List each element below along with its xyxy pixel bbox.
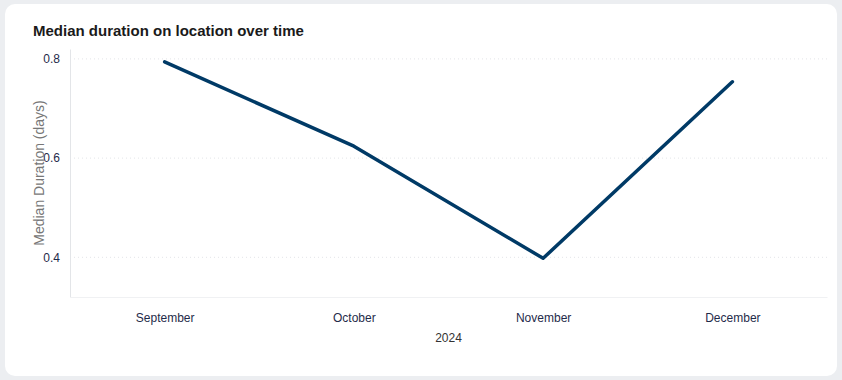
x-tick: December	[705, 297, 760, 325]
x-tick-label: September	[136, 311, 195, 325]
y-tick: 0.6	[43, 151, 70, 165]
y-tick: 0.4	[43, 251, 70, 265]
y-tick: 0.8	[43, 52, 70, 66]
chart-svg: 0.4 0.6 0.8 September October November Decembe…	[0, 0, 842, 380]
y-tick-label: 0.4	[43, 251, 60, 265]
grid-line	[70, 58, 827, 59]
x-tick: September	[136, 297, 195, 325]
x-tick-label: November	[516, 311, 571, 325]
x-tick-label: October	[333, 311, 376, 325]
y-axis: 0.4 0.6 0.8	[43, 50, 70, 298]
marks	[165, 62, 733, 258]
grid-line	[70, 257, 827, 258]
x-tick-label: December	[705, 311, 760, 325]
x-axis-line	[71, 297, 828, 298]
chart-title: Median duration on location over time	[33, 22, 304, 39]
card-background	[5, 4, 837, 376]
plot-area: 0.4 0.6 0.8 September October November Decembe…	[43, 50, 827, 325]
x-tick: October	[333, 297, 376, 325]
grid-line	[70, 158, 827, 159]
x-axis-title: 2024	[435, 331, 462, 345]
y-tick-label: 0.8	[43, 52, 60, 66]
grid	[70, 59, 827, 257]
y-axis-line	[70, 50, 71, 298]
x-axis: September October November December	[71, 297, 828, 325]
data-line	[165, 62, 733, 258]
y-axis-title: Median Duration (days)	[31, 100, 47, 246]
x-tick: November	[516, 297, 571, 325]
